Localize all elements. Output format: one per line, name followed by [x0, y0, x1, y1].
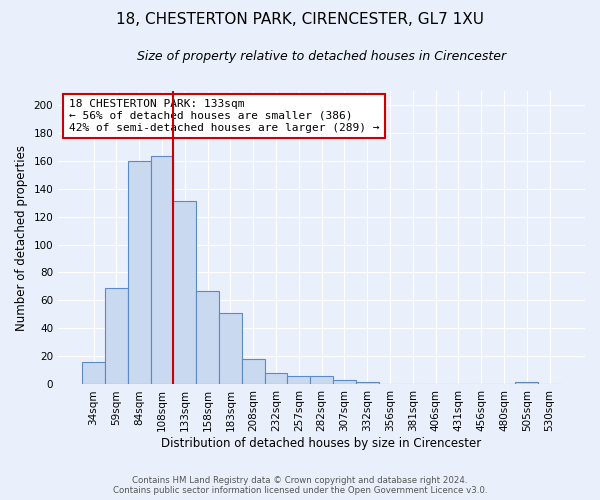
- Text: Contains HM Land Registry data © Crown copyright and database right 2024.
Contai: Contains HM Land Registry data © Crown c…: [113, 476, 487, 495]
- Bar: [105, 288, 128, 384]
- Bar: [128, 160, 151, 384]
- Bar: [265, 374, 287, 384]
- Bar: [82, 362, 105, 384]
- Bar: [151, 156, 173, 384]
- Text: 18, CHESTERTON PARK, CIRENCESTER, GL7 1XU: 18, CHESTERTON PARK, CIRENCESTER, GL7 1X…: [116, 12, 484, 28]
- Y-axis label: Number of detached properties: Number of detached properties: [15, 144, 28, 330]
- X-axis label: Distribution of detached houses by size in Cirencester: Distribution of detached houses by size …: [161, 437, 482, 450]
- Bar: [219, 313, 242, 384]
- Bar: [333, 380, 356, 384]
- Bar: [287, 376, 310, 384]
- Bar: [173, 201, 196, 384]
- Title: Size of property relative to detached houses in Cirencester: Size of property relative to detached ho…: [137, 50, 506, 63]
- Text: 18 CHESTERTON PARK: 133sqm
← 56% of detached houses are smaller (386)
42% of sem: 18 CHESTERTON PARK: 133sqm ← 56% of deta…: [69, 100, 379, 132]
- Bar: [310, 376, 333, 384]
- Bar: [515, 382, 538, 384]
- Bar: [356, 382, 379, 384]
- Bar: [196, 290, 219, 384]
- Bar: [242, 360, 265, 384]
